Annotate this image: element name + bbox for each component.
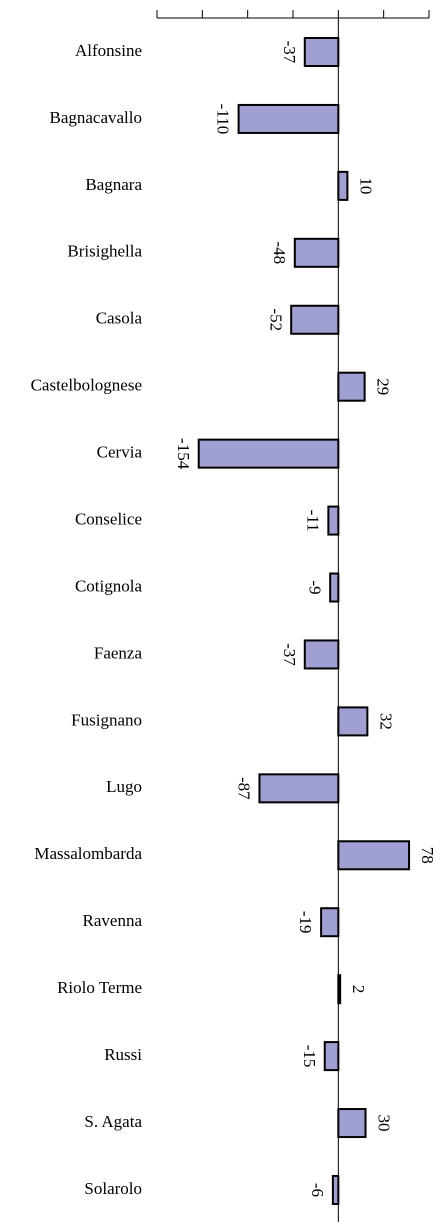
- value-label: -37: [280, 643, 299, 666]
- bar: [293, 237, 340, 268]
- value-label: -6: [308, 1183, 327, 1197]
- category-label: Cervia: [97, 443, 143, 462]
- category-label: Brisighella: [67, 242, 142, 261]
- value-label: -52: [266, 308, 285, 331]
- category-label: Lugo: [106, 777, 142, 796]
- category-label: Conselice: [75, 509, 142, 528]
- bar: [320, 907, 340, 938]
- bar: [303, 37, 340, 67]
- bar: [323, 1041, 340, 1072]
- category-label: Ravenna: [83, 911, 143, 930]
- category-label: Alfonsine: [75, 41, 142, 60]
- category-label: Russi: [104, 1045, 142, 1064]
- value-label: 29: [374, 378, 393, 395]
- bar: [337, 371, 366, 402]
- value-label: -110: [214, 104, 233, 135]
- bar: [337, 706, 369, 737]
- category-label: Castelbolognese: [31, 376, 142, 395]
- bar: [331, 1174, 340, 1205]
- bar: [337, 1108, 367, 1139]
- category-label: S. Agata: [84, 1112, 142, 1131]
- bar: [337, 840, 411, 871]
- value-label: 10: [356, 177, 375, 194]
- value-label: 32: [376, 713, 395, 730]
- bar: [337, 974, 342, 1005]
- category-label: Solarolo: [84, 1179, 142, 1198]
- bar: [237, 103, 340, 134]
- bar: [329, 572, 340, 603]
- value-label: -19: [296, 911, 315, 934]
- category-label: Cotignola: [75, 576, 143, 595]
- bar: [327, 505, 340, 536]
- value-label: -11: [303, 510, 322, 532]
- value-label: -9: [305, 580, 324, 594]
- category-label: Fusignano: [71, 710, 142, 729]
- value-label: 78: [418, 847, 437, 864]
- value-label: 2: [349, 985, 368, 994]
- bar: [337, 170, 349, 201]
- value-label: -48: [270, 241, 289, 264]
- value-label: -87: [235, 777, 254, 800]
- category-label: Riolo Terme: [57, 978, 142, 997]
- bar: [197, 438, 340, 469]
- bar: [258, 773, 340, 804]
- category-label: Massalombarda: [34, 844, 142, 863]
- category-label: Bagnacavallo: [49, 108, 142, 127]
- bar: [303, 639, 340, 670]
- category-label: Casola: [96, 309, 143, 328]
- value-label: 30: [375, 1115, 394, 1132]
- value-label: -154: [174, 438, 193, 470]
- category-label: Bagnara: [85, 175, 142, 194]
- category-label: Faenza: [94, 643, 143, 662]
- value-label: -15: [300, 1045, 319, 1068]
- value-label: -37: [280, 41, 299, 64]
- bar: [290, 304, 340, 335]
